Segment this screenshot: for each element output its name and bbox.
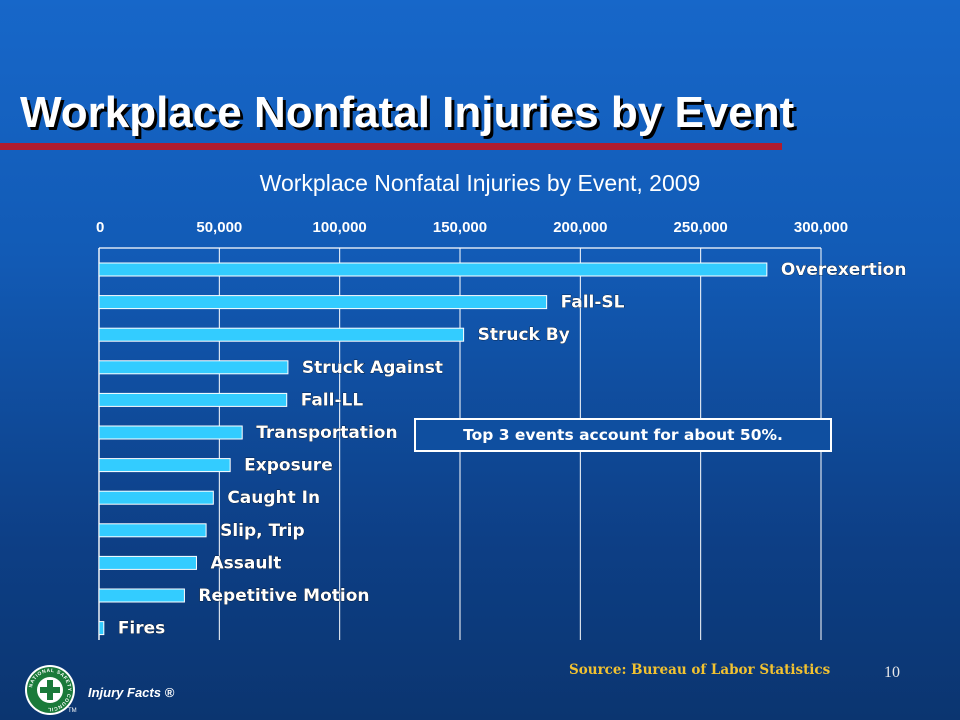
bar — [98, 262, 768, 277]
bar-label: Overexertion — [781, 260, 907, 280]
bar — [98, 425, 243, 440]
bar — [98, 360, 289, 375]
bar-label: Struck Against — [302, 358, 443, 378]
x-tick-label: 250,000 — [674, 219, 728, 236]
bar-label: Fires — [118, 619, 165, 639]
bar-label: Transportation — [256, 423, 397, 443]
chart-title: Workplace Nonfatal Injuries by Event, 20… — [259, 170, 701, 196]
bar-label: Fall-SL — [561, 293, 625, 313]
bar — [98, 555, 197, 570]
logo-trademark: TM — [68, 708, 77, 714]
bar-label: Caught In — [227, 488, 320, 508]
bar — [98, 523, 207, 538]
bar — [98, 458, 231, 473]
bar — [98, 295, 548, 310]
bar-label: Struck By — [478, 325, 570, 345]
bar — [98, 392, 288, 407]
bar-label: Repetitive Motion — [198, 586, 369, 606]
source-note: Source: Bureau of Labor Statistics — [569, 662, 831, 678]
bar-label: Assault — [210, 553, 281, 573]
x-tick-label: 0 — [96, 219, 104, 236]
bar-label: Fall-LL — [301, 390, 364, 410]
x-tick-label: 150,000 — [433, 219, 487, 236]
safety-council-logo-icon: NATIONAL SAFETY COUNCIL — [25, 665, 75, 715]
x-tick-labels: 0 50,000 100,000 150,000 200,000 250,000 300,0… — [96, 219, 848, 236]
bars — [98, 262, 768, 636]
x-tick-label: 50,000 — [196, 219, 242, 236]
bar-label: Exposure — [244, 456, 333, 476]
x-tick-label: 200,000 — [553, 219, 607, 236]
bar — [98, 327, 465, 342]
page-number: 10 — [884, 664, 900, 681]
callout-box: Top 3 events account for about 50%. — [414, 418, 832, 452]
slide-title: Workplace Nonfatal Injuries by Event — [20, 88, 795, 137]
bar — [98, 621, 105, 636]
bar — [98, 588, 185, 603]
bar — [98, 490, 214, 505]
bar-labels: Overexertion Fall-SL Struck By Struck Again… — [118, 260, 907, 639]
footer-brand: Injury Facts ® — [88, 685, 175, 700]
bar-label: Slip, Trip — [220, 521, 305, 541]
title-underline — [0, 143, 782, 150]
x-tick-label: 100,000 — [313, 219, 367, 236]
x-tick-label: 300,000 — [794, 219, 848, 236]
